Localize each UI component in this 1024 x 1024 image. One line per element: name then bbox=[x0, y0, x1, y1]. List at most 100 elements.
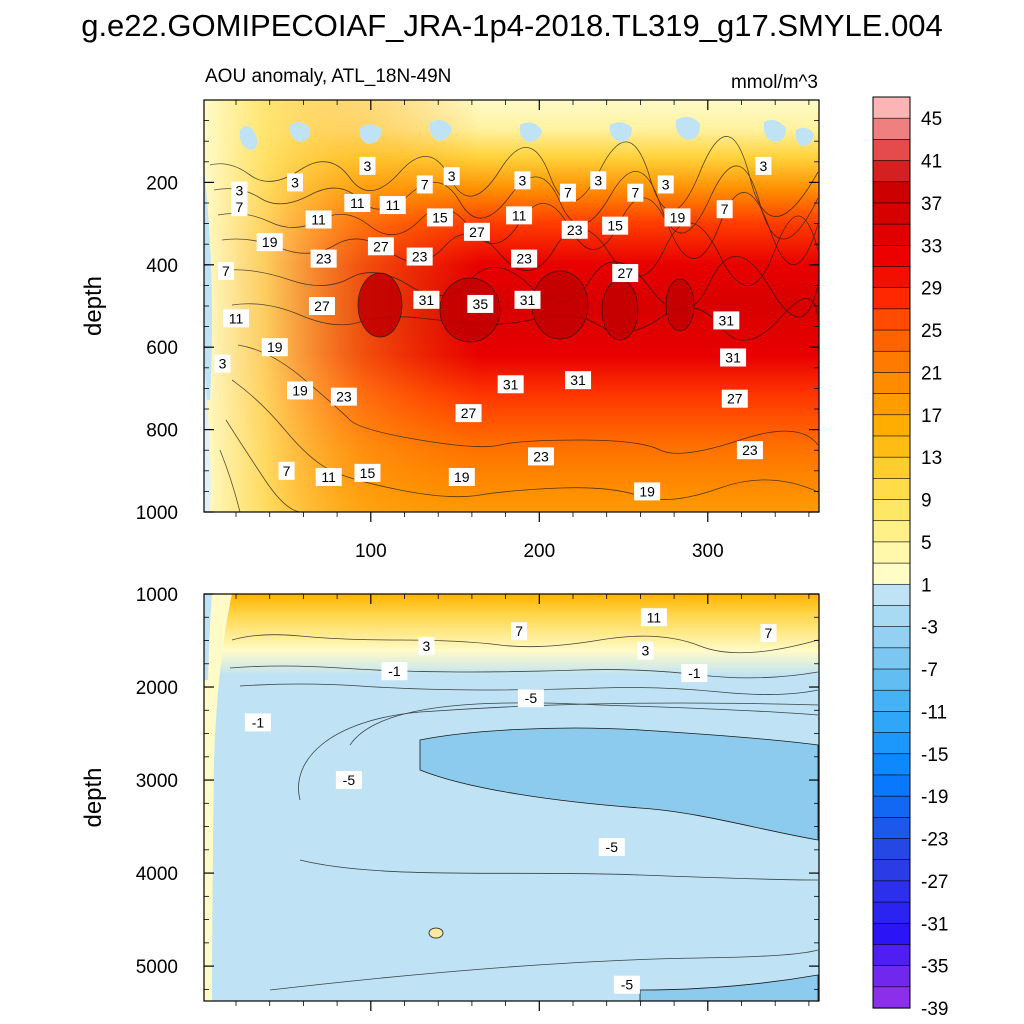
contour-label: 31 bbox=[713, 311, 740, 330]
contour-label-text: 15 bbox=[432, 209, 448, 225]
contour-label-text: 3 bbox=[364, 158, 372, 174]
colorbar-label: 25 bbox=[921, 321, 942, 342]
y-tick-label: 1000 bbox=[136, 585, 178, 606]
contour-label: 3 bbox=[359, 156, 376, 175]
contour-label: 19 bbox=[664, 208, 691, 227]
contour-label-text: 31 bbox=[725, 350, 741, 366]
colorbar-swatch bbox=[872, 350, 911, 374]
colorbar-label: 37 bbox=[921, 194, 942, 215]
contour-label: 7 bbox=[760, 624, 777, 643]
colorbar-swatch bbox=[872, 266, 911, 289]
colorbar-label: 29 bbox=[921, 279, 942, 300]
contour-label-text: 27 bbox=[469, 224, 485, 240]
colorbar-label: 13 bbox=[921, 448, 942, 469]
contour-label: 23 bbox=[406, 247, 433, 266]
colorbar-swatch bbox=[872, 160, 911, 183]
colorbar-swatch bbox=[872, 372, 911, 395]
contour-label: -1 bbox=[244, 713, 271, 732]
contour-label-text: 3 bbox=[662, 176, 670, 192]
contour-label-text: 23 bbox=[533, 448, 549, 464]
colorbar-label: -27 bbox=[921, 872, 948, 893]
x-tick-label: 300 bbox=[692, 541, 724, 562]
contour-label: -5 bbox=[517, 689, 544, 708]
contour-label-text: 19 bbox=[639, 483, 655, 499]
upper-panel bbox=[203, 99, 820, 513]
contour-label-text: 3 bbox=[235, 183, 243, 199]
contour-label: 19 bbox=[256, 233, 283, 252]
contour-label-text: 7 bbox=[515, 623, 523, 639]
colorbar-swatch bbox=[872, 668, 911, 691]
y-tick-label: 1000 bbox=[136, 503, 178, 524]
colorbar-label: -7 bbox=[921, 660, 938, 681]
contour-label: 27 bbox=[367, 237, 394, 256]
colorbar-swatch bbox=[872, 287, 911, 310]
contour-label: 7 bbox=[716, 200, 733, 219]
contour-label-text: -5 bbox=[606, 839, 619, 855]
y-tick-label: 800 bbox=[146, 421, 178, 442]
contour-label: 3 bbox=[755, 156, 772, 175]
colorbar-label: -39 bbox=[921, 999, 948, 1020]
contour-label: 7 bbox=[231, 198, 248, 217]
colorbar-swatch bbox=[872, 117, 911, 140]
contour-label-text: 19 bbox=[262, 234, 278, 250]
y-tick-label: 400 bbox=[146, 256, 178, 277]
contour-label-text: 31 bbox=[520, 292, 536, 308]
y-tick-label: 600 bbox=[146, 338, 178, 359]
contour-label-text: 11 bbox=[647, 609, 662, 625]
contour-label: 15 bbox=[354, 463, 381, 482]
colorbar-swatch bbox=[872, 245, 911, 268]
x-tick-label: 100 bbox=[355, 541, 387, 562]
contour-label: 3 bbox=[590, 171, 607, 190]
contour-label: 31 bbox=[413, 290, 440, 309]
contour-label: 3 bbox=[514, 171, 531, 190]
colorbar-swatch bbox=[872, 499, 911, 522]
colorbar-swatch bbox=[872, 817, 911, 840]
contour-label: 3 bbox=[418, 637, 435, 656]
y-tick-label: 2000 bbox=[136, 678, 178, 699]
colorbar-swatch bbox=[872, 774, 911, 797]
contour-label: 31 bbox=[720, 348, 747, 367]
contour-label: 23 bbox=[527, 447, 554, 466]
colorbar-swatch bbox=[872, 732, 911, 755]
colorbar-swatch bbox=[872, 583, 911, 607]
contour-label: -5 bbox=[613, 975, 640, 994]
colorbar-swatch bbox=[872, 435, 911, 458]
colorbar-swatch bbox=[872, 541, 911, 564]
contour-label: -1 bbox=[381, 662, 408, 681]
figure-title: g.e22.GOMIPECOIAF_JRA-1p4-2018.TL319_g17… bbox=[81, 8, 943, 43]
colorbar-label: 41 bbox=[921, 152, 942, 173]
contour-label-text: -1 bbox=[252, 714, 265, 730]
contour-label-text: 11 bbox=[350, 195, 365, 211]
contour-label: 27 bbox=[308, 297, 335, 315]
contour-label-text: 7 bbox=[721, 201, 729, 217]
contour-label-text: 3 bbox=[219, 356, 227, 372]
contour-label: 19 bbox=[634, 482, 661, 501]
colorbar-swatch bbox=[872, 456, 911, 479]
contour-label: 3 bbox=[214, 354, 231, 373]
contour-label: 31 bbox=[565, 371, 592, 390]
contour-label-text: 31 bbox=[419, 292, 435, 308]
contour-label: 35 bbox=[467, 294, 494, 313]
contour-label: 15 bbox=[426, 208, 453, 227]
contour-label: 11 bbox=[305, 210, 332, 229]
contour-label-text: 3 bbox=[291, 174, 299, 190]
colorbar-swatch bbox=[872, 414, 911, 437]
subtitle-left: AOU anomaly, ATL_18N-49N bbox=[205, 66, 451, 87]
contour-label: 23 bbox=[561, 220, 588, 239]
lower-axes: 1000 2000 3000 4000 5000 depth bbox=[80, 585, 819, 1011]
colorbar-swatch bbox=[872, 880, 911, 903]
contour-label-text: -5 bbox=[621, 977, 634, 993]
contour-label: 11 bbox=[506, 206, 533, 225]
contour-label-text: 7 bbox=[283, 463, 291, 479]
colorbar-label: 33 bbox=[921, 236, 942, 257]
contour-label-text: 3 bbox=[594, 172, 602, 188]
contour-label: 3 bbox=[657, 175, 674, 194]
contour-label: 31 bbox=[514, 290, 541, 309]
contour-label: 15 bbox=[602, 216, 629, 235]
contour-label: 23 bbox=[736, 441, 763, 460]
x-tick-label: 200 bbox=[523, 541, 555, 562]
contour-label: 27 bbox=[721, 389, 748, 408]
contour-label-text: 7 bbox=[222, 263, 230, 279]
contour-label: 11 bbox=[379, 196, 406, 215]
